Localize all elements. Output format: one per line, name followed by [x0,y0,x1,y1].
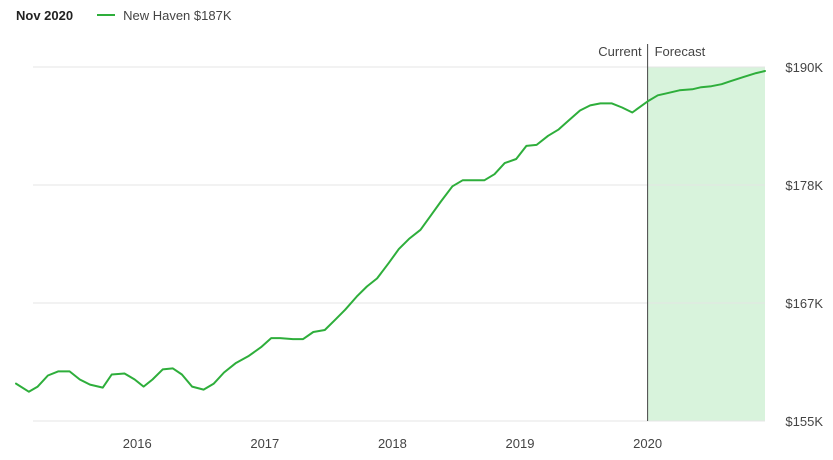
legend-date: Nov 2020 [16,7,74,23]
legend-line-swatch [97,14,116,16]
y-tick-label: $178K [785,178,823,193]
series-line-new-haven[interactable] [15,70,766,393]
x-tick-label: 2017 [250,436,279,451]
forecast-label: Forecast [655,44,706,59]
grid-lines [33,66,765,422]
x-tick-label: 2018 [378,436,407,451]
x-tick-label: 2020 [633,436,662,451]
x-axis-ticks: 2016 2017 2018 2019 2020 [123,436,662,451]
x-tick-label: 2016 [123,436,152,451]
x-tick-label: 2019 [506,436,535,451]
current-label: Current [598,44,642,59]
chart-legend: Nov 2020 New Haven $187K [16,5,232,25]
legend-series-label[interactable]: New Haven $187K [123,7,232,23]
y-tick-label: $155K [785,414,823,429]
y-tick-label: $190K [785,60,823,75]
y-axis-ticks: $190K $178K $167K $155K [785,60,823,429]
y-tick-label: $167K [785,296,823,311]
forecast-region [647,67,765,421]
